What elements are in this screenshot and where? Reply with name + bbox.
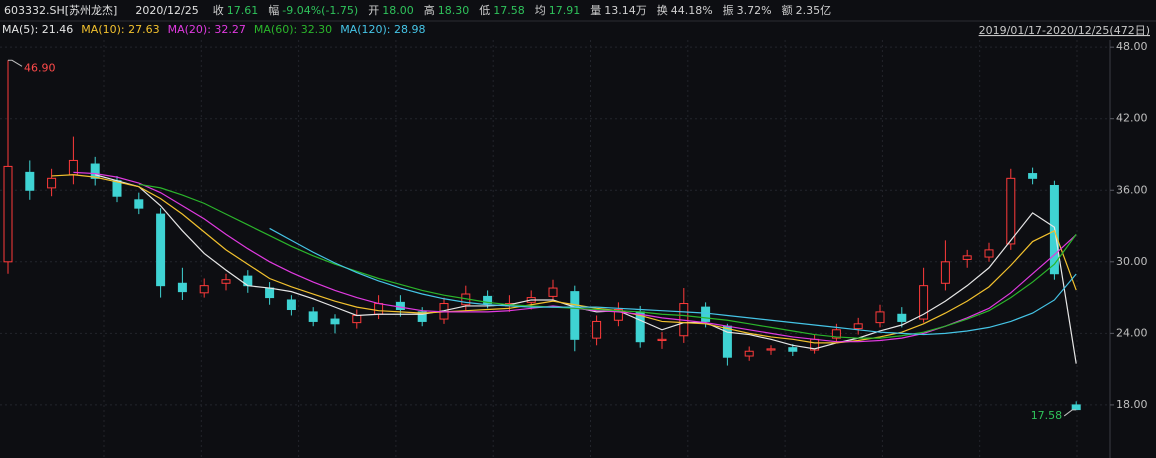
candle-body bbox=[744, 350, 754, 357]
candle-body bbox=[265, 287, 275, 299]
candle-body bbox=[657, 338, 667, 342]
field-value: 2.35亿 bbox=[796, 4, 832, 17]
candle-body bbox=[853, 323, 863, 330]
legend-entry: MA(20): 32.27 bbox=[168, 23, 246, 36]
ma-line bbox=[138, 183, 1077, 339]
candle-body bbox=[831, 329, 841, 339]
candle-body bbox=[330, 318, 340, 325]
candle-body bbox=[3, 165, 13, 263]
field-value: 13.14万 bbox=[604, 4, 647, 17]
candle-body bbox=[897, 313, 907, 322]
annotation: 46.90 bbox=[24, 61, 56, 74]
field-value: 18.30 bbox=[438, 4, 470, 17]
candle-body bbox=[962, 255, 972, 260]
candle-body bbox=[374, 303, 384, 315]
candle-body bbox=[308, 311, 318, 322]
candle-body bbox=[766, 348, 776, 351]
field-label: 换 bbox=[657, 3, 668, 17]
field-value: 17.58 bbox=[493, 4, 525, 17]
candle-body bbox=[395, 301, 405, 311]
field-label: 幅 bbox=[268, 4, 279, 17]
candle-body bbox=[286, 299, 296, 311]
candle-body bbox=[919, 285, 929, 320]
date-range[interactable]: 2019/01/17-2020/12/25(472日) bbox=[979, 24, 1150, 37]
annotation-arrow bbox=[1063, 409, 1077, 417]
y-tick-label: 36.00 bbox=[1116, 183, 1148, 196]
field-label: 振 bbox=[723, 3, 734, 17]
candle-body bbox=[984, 249, 994, 258]
y-tick-label: 18.00 bbox=[1116, 398, 1148, 411]
candle-body bbox=[134, 199, 144, 209]
candle-body bbox=[1028, 173, 1038, 179]
field-value: 3.72% bbox=[737, 4, 772, 17]
candle-body bbox=[940, 261, 950, 284]
candle-body bbox=[875, 311, 885, 324]
candle-body bbox=[701, 306, 711, 322]
annotation-arrow bbox=[8, 59, 23, 67]
field-label: 均 bbox=[535, 4, 546, 17]
y-tick-label: 42.00 bbox=[1116, 112, 1148, 125]
y-tick-label: 24.00 bbox=[1116, 326, 1148, 339]
field-label: 收 bbox=[213, 3, 224, 17]
legend-entry: MA(10): 27.63 bbox=[81, 23, 159, 36]
candle-body bbox=[548, 287, 558, 297]
candle-body bbox=[352, 314, 362, 324]
candle-body bbox=[1006, 177, 1016, 245]
field-label: 高 bbox=[424, 3, 435, 17]
legend-entry: MA(5): 21.46 bbox=[2, 23, 73, 36]
field-label: 额 bbox=[782, 4, 793, 17]
candle-body bbox=[483, 295, 493, 305]
candle-body bbox=[156, 213, 166, 287]
y-tick-label: 48.00 bbox=[1116, 40, 1148, 53]
field-label: 低 bbox=[479, 4, 490, 17]
y-tick-label: 30.00 bbox=[1116, 255, 1148, 268]
field-value: 17.61 bbox=[227, 4, 259, 17]
candle-body bbox=[788, 347, 798, 352]
candle-body bbox=[613, 309, 623, 321]
field-value: 18.00 bbox=[382, 4, 414, 17]
field-value: 44.18% bbox=[671, 4, 713, 17]
field-label: 量 bbox=[590, 4, 601, 17]
candle-body bbox=[199, 285, 209, 294]
candle-body bbox=[570, 291, 580, 340]
candle-body bbox=[177, 282, 187, 293]
field-value: 17.91 bbox=[549, 4, 581, 17]
candle-body bbox=[221, 279, 231, 284]
candle-body bbox=[47, 177, 57, 189]
ma-line bbox=[51, 174, 1077, 344]
field-value: -9.04%(-1.75) bbox=[282, 4, 358, 17]
annotation: 17.58 bbox=[1031, 409, 1063, 422]
candle-body bbox=[592, 320, 602, 339]
field-label: 开 bbox=[368, 4, 379, 17]
candle-body bbox=[25, 171, 35, 191]
candle-body bbox=[417, 311, 427, 322]
candle-body bbox=[1071, 404, 1081, 411]
legend-entry: MA(60): 32.30 bbox=[254, 23, 332, 36]
ma-line bbox=[269, 227, 1077, 336]
date: 2020/12/25 bbox=[135, 4, 198, 17]
candle-body bbox=[90, 163, 100, 179]
legend-entry: MA(120): 28.98 bbox=[340, 23, 425, 36]
stock-code: 603332.SH[苏州龙杰] bbox=[4, 4, 117, 17]
